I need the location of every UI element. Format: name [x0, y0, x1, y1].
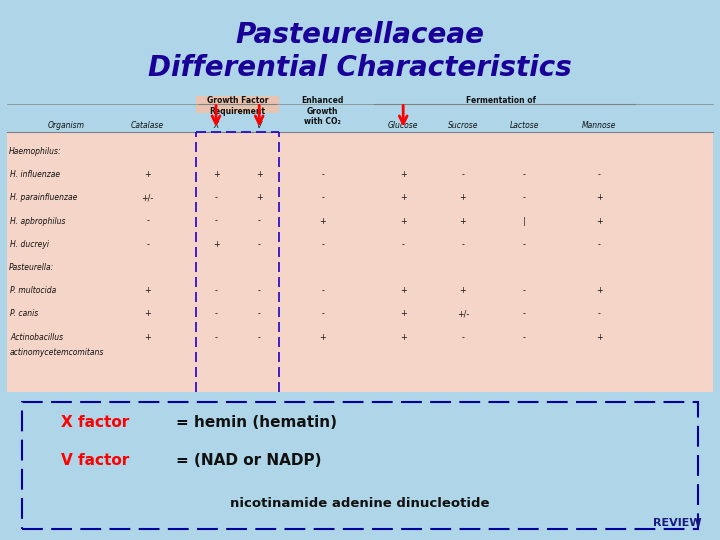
Text: +/-: +/-	[456, 309, 469, 319]
Text: nicotinamide adenine dinucleotide: nicotinamide adenine dinucleotide	[230, 497, 490, 510]
Text: +: +	[459, 217, 467, 226]
Text: +: +	[144, 170, 151, 179]
Text: -: -	[258, 309, 261, 319]
Text: -: -	[462, 170, 464, 179]
Text: +: +	[400, 286, 407, 295]
Text: -: -	[523, 170, 526, 179]
Text: +: +	[256, 193, 263, 202]
Text: REVIEW: REVIEW	[653, 518, 702, 528]
Text: Mannose: Mannose	[582, 122, 616, 131]
Text: Haemophilus:: Haemophilus:	[9, 147, 61, 156]
Text: -: -	[146, 217, 149, 226]
Text: -: -	[215, 333, 217, 342]
Text: |: |	[523, 217, 526, 226]
Text: -: -	[321, 240, 324, 249]
Text: -: -	[598, 170, 600, 179]
Text: -: -	[215, 286, 217, 295]
Text: P. multocida: P. multocida	[10, 286, 56, 295]
Text: = (NAD or NADP): = (NAD or NADP)	[176, 453, 322, 468]
Text: Glucose: Glucose	[388, 122, 418, 131]
Text: -: -	[321, 170, 324, 179]
Text: +: +	[400, 217, 407, 226]
Text: -: -	[321, 309, 324, 319]
Text: -: -	[258, 217, 261, 226]
Text: Differential Characteristics: Differential Characteristics	[148, 53, 572, 82]
Text: -: -	[258, 240, 261, 249]
Text: +: +	[595, 286, 603, 295]
Text: +: +	[595, 333, 603, 342]
Text: -: -	[321, 193, 324, 202]
Text: -: -	[321, 286, 324, 295]
Text: +: +	[319, 333, 326, 342]
Text: -: -	[523, 333, 526, 342]
Text: H. ducreyi: H. ducreyi	[10, 240, 49, 249]
Text: -: -	[598, 240, 600, 249]
Text: H. influenzae: H. influenzae	[10, 170, 60, 179]
Text: -: -	[523, 193, 526, 202]
Text: H. parainfluenzae: H. parainfluenzae	[10, 193, 78, 202]
Text: +: +	[400, 170, 407, 179]
Bar	[7, 132, 713, 392]
Text: +: +	[256, 170, 263, 179]
Text: +: +	[459, 286, 467, 295]
Text: -: -	[523, 240, 526, 249]
Text: -: -	[402, 240, 405, 249]
Text: -: -	[146, 240, 149, 249]
Text: Actinobacillus: Actinobacillus	[10, 333, 63, 342]
Text: +: +	[595, 193, 603, 202]
Text: Growth Factor
Requirement: Growth Factor Requirement	[207, 96, 269, 116]
Text: X factor: X factor	[61, 415, 130, 430]
Text: Sucrose: Sucrose	[448, 122, 478, 131]
Text: Pasteurellaceae: Pasteurellaceae	[235, 21, 485, 49]
Text: Lactose: Lactose	[510, 122, 539, 131]
Text: = hemin (hematin): = hemin (hematin)	[176, 415, 338, 430]
Text: Organism: Organism	[48, 122, 85, 131]
Text: -: -	[258, 333, 261, 342]
Text: +: +	[144, 309, 151, 319]
Text: +: +	[144, 333, 151, 342]
Text: +: +	[212, 170, 220, 179]
Text: actinomycetemcomitans: actinomycetemcomitans	[10, 348, 104, 357]
Text: -: -	[462, 240, 464, 249]
Text: V: V	[256, 122, 262, 131]
Text: -: -	[598, 309, 600, 319]
Text: +: +	[319, 217, 326, 226]
Text: Pasteurella:: Pasteurella:	[9, 263, 54, 272]
Bar	[196, 96, 279, 113]
Text: +/-: +/-	[141, 193, 154, 202]
Text: X: X	[213, 122, 219, 131]
Text: +: +	[595, 217, 603, 226]
Text: Fermentation of: Fermentation of	[466, 96, 536, 105]
Text: -: -	[462, 333, 464, 342]
Text: -: -	[258, 286, 261, 295]
Text: V factor: V factor	[61, 453, 130, 468]
Text: H. apbrophilus: H. apbrophilus	[10, 217, 66, 226]
Text: +: +	[400, 333, 407, 342]
Text: Enhanced
Growth
with CO₂: Enhanced Growth with CO₂	[302, 96, 343, 126]
Text: +: +	[144, 286, 151, 295]
Text: +: +	[459, 193, 467, 202]
Text: +: +	[212, 240, 220, 249]
Text: P. canis: P. canis	[10, 309, 38, 319]
Text: -: -	[523, 286, 526, 295]
Text: -: -	[523, 309, 526, 319]
Bar	[22, 402, 698, 529]
Text: -: -	[215, 217, 217, 226]
Text: -: -	[215, 193, 217, 202]
Text: Catalase: Catalase	[131, 122, 164, 131]
Text: +: +	[400, 309, 407, 319]
Text: -: -	[215, 309, 217, 319]
Text: +: +	[400, 193, 407, 202]
